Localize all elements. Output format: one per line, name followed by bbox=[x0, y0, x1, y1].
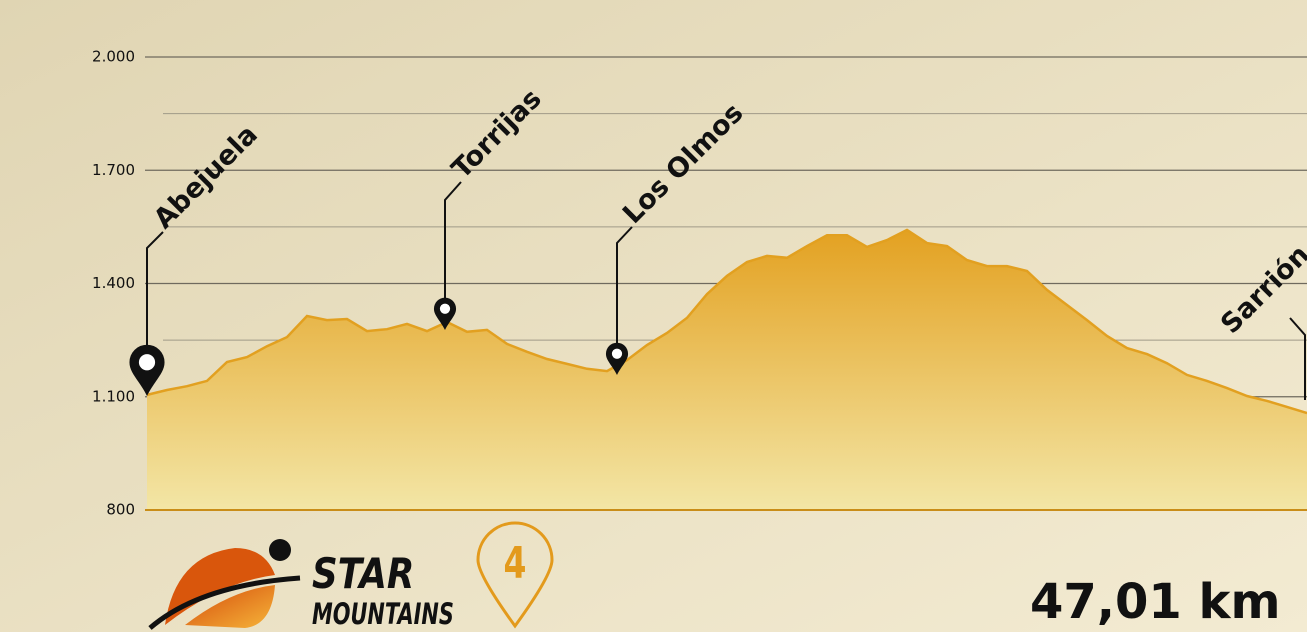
y-tick-label: 1.100 bbox=[92, 387, 135, 405]
y-tick-label: 1.400 bbox=[92, 274, 135, 292]
waypoint-leader bbox=[146, 231, 164, 356]
stage-number: 4 bbox=[504, 538, 527, 589]
waypoint-pin-hole bbox=[439, 303, 451, 314]
logo-line2: MOUNTAINS bbox=[312, 598, 454, 631]
waypoint-pin bbox=[129, 344, 165, 396]
y-tick-label: 800 bbox=[106, 501, 135, 519]
waypoint-pin-hole bbox=[611, 348, 623, 359]
logo-sun-top bbox=[165, 548, 275, 625]
stage-pin bbox=[476, 521, 554, 629]
waypoint-leader bbox=[1289, 317, 1306, 400]
logo-sun-bottom bbox=[185, 585, 275, 628]
y-tick-label: 1.700 bbox=[92, 161, 135, 179]
distance: 47,01 km bbox=[1030, 574, 1280, 630]
waypoint-leader bbox=[444, 181, 462, 305]
waypoint-pin-hole bbox=[138, 354, 156, 371]
waypoint-leader bbox=[616, 226, 633, 350]
logo-swoosh bbox=[148, 575, 301, 630]
y-tick-label: 2.000 bbox=[92, 48, 135, 66]
logo-dot bbox=[269, 539, 291, 561]
plot bbox=[145, 228, 1307, 511]
grid: 800 1.100 1.400 1.700 2.000 bbox=[92, 48, 1307, 519]
logo-line1: STAR bbox=[312, 550, 414, 598]
elevation-area bbox=[147, 229, 1307, 510]
elevation-line bbox=[146, 228, 1307, 415]
logo: STAR MOUNTAINS 4 bbox=[148, 521, 554, 631]
waypoint-pin bbox=[605, 342, 629, 375]
